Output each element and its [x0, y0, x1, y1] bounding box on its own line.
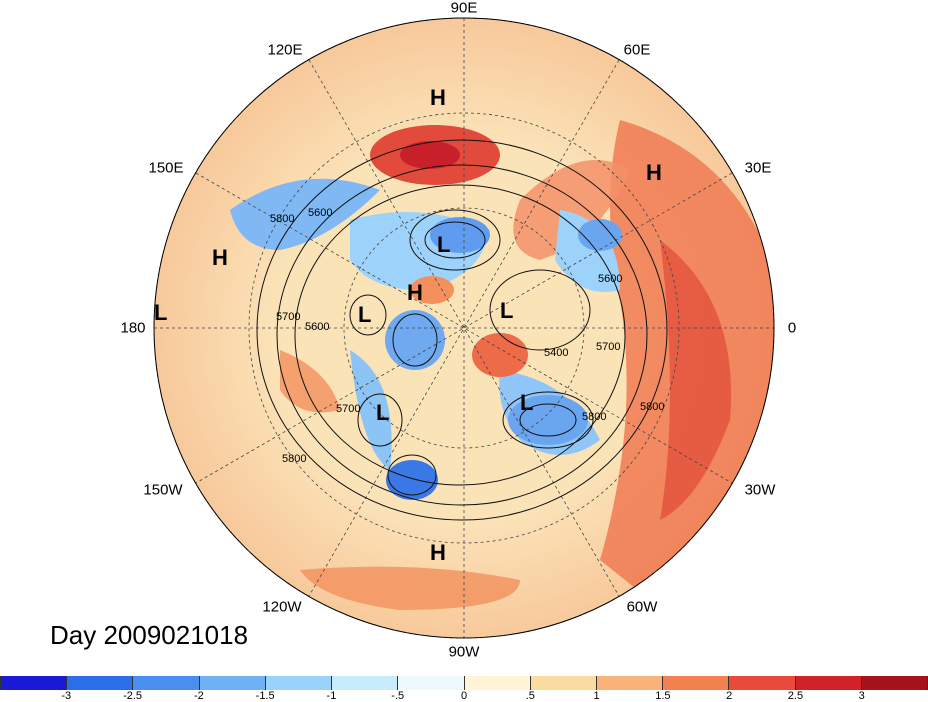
lon-label-30e: 30E [744, 159, 772, 177]
contour-label: 5600 [305, 321, 329, 333]
pressure-center: H [212, 245, 228, 270]
colorbar-swatch [265, 676, 333, 690]
colorbar-swatch [199, 676, 266, 690]
colorbar-tick-label: -3 [61, 690, 72, 702]
colorbar-swatch [398, 676, 465, 690]
map-title: Day 2009021018 [50, 620, 249, 650]
lon-label-150e: 150E [148, 159, 184, 177]
colorbar-tick-label: 1.5 [655, 690, 671, 702]
pressure-center: L [520, 390, 533, 415]
contour-label: 5400 [544, 347, 568, 359]
lon-label-60w: 60W [626, 598, 658, 616]
colorbar-swatch [795, 676, 862, 690]
lon-label-90e: 90E [450, 0, 478, 17]
pressure-center: L [358, 302, 371, 327]
colorbar-swatch [530, 676, 597, 690]
colorbar-swatch [861, 676, 928, 690]
colorbar-swatch [133, 676, 200, 690]
colorbar-swatch [663, 676, 730, 690]
colorbar-tick-label: -1 [326, 690, 337, 702]
pressure-center: L [500, 298, 513, 323]
colorbar-swatch [596, 676, 664, 690]
pressure-center: L [154, 300, 167, 325]
lon-label-180: 180 [120, 319, 146, 337]
colorbar-tick-label: .5 [525, 690, 535, 702]
lon-label-90w: 90W [448, 643, 480, 661]
colorbar-tick-label: -.5 [391, 690, 405, 702]
colorbar-labels: -3 -2.5 -2 -1.5 -1 -.5 0 .5 1 1.5 2 2.5 3 [0, 690, 928, 702]
colorbar-swatch [332, 676, 399, 690]
lon-label-120w: 120W [262, 598, 302, 616]
colorbar-tick-label: 2 [726, 690, 733, 702]
colorbar-tick-label: -2 [193, 690, 204, 702]
lon-label-0: 0 [787, 319, 797, 337]
lon-label-60e: 60E [623, 41, 651, 59]
colorbar-tick-label: -1.5 [255, 690, 275, 702]
lon-label-120e: 120E [267, 41, 303, 59]
pressure-center: H [407, 280, 423, 305]
pressure-center: H [646, 160, 662, 185]
colorbar-tick-label: 1 [593, 690, 600, 702]
pressure-center: H [430, 540, 446, 565]
pressure-center: H [430, 85, 446, 110]
colorbar-swatch [729, 676, 796, 690]
lon-label-150w: 150W [143, 481, 183, 499]
contour-label: 5700 [336, 403, 360, 415]
contour-label: 5800 [582, 411, 606, 423]
contour-label: 5800 [270, 213, 294, 225]
colorbar-swatch [464, 676, 531, 690]
contour-label: 5600 [308, 207, 332, 219]
lon-label-30w: 30W [744, 481, 776, 499]
pressure-center: L [437, 232, 450, 257]
colorbar [0, 676, 928, 690]
colorbar-tick-label: 3 [858, 690, 865, 702]
colorbar-tick-label: -2.5 [123, 690, 143, 702]
colorbar-tick-label: 2.5 [787, 690, 804, 702]
contour-label: 5700 [276, 311, 300, 323]
contour-label: 5600 [598, 273, 622, 285]
contour-label: 5800 [640, 401, 664, 413]
pressure-center: L [376, 400, 389, 425]
colorbar-swatch [0, 676, 68, 690]
colorbar-swatch [67, 676, 134, 690]
colorbar-tick-label: 0 [460, 690, 468, 702]
contour-label: 5800 [282, 453, 306, 465]
contour-label: 5700 [596, 341, 620, 353]
